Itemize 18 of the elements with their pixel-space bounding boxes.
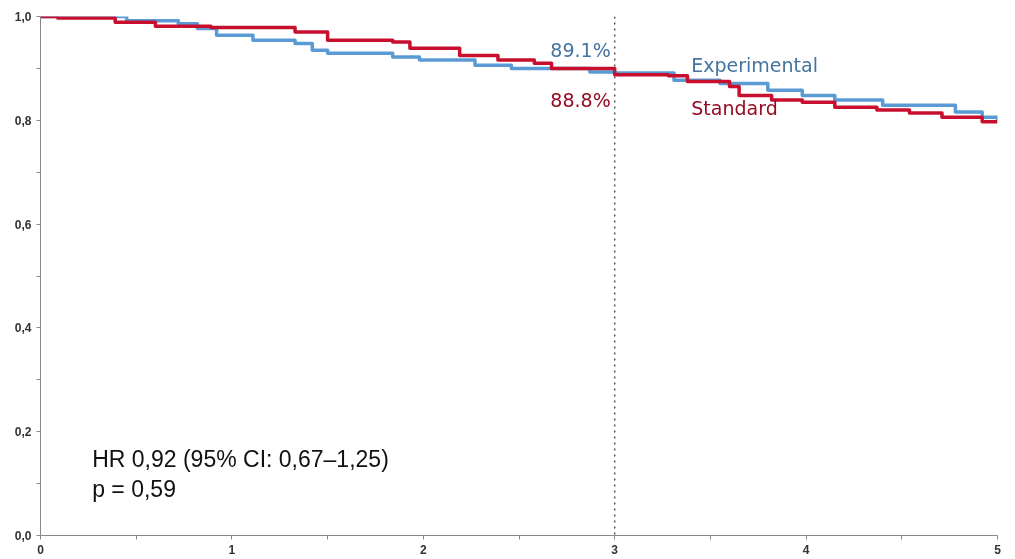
y-tick-label: 1,0: [14, 10, 32, 24]
x-tick-label: 2: [419, 542, 427, 557]
y-tick-label: 0,8: [14, 113, 32, 128]
annotation: 89.1%: [550, 39, 611, 62]
y-tick-label: 0,2: [14, 425, 32, 440]
x-tick-label: 4: [802, 542, 810, 557]
x-tick-label: 0: [37, 542, 45, 557]
x-tick-label: 5: [994, 542, 1002, 557]
x-tick-label: 1: [228, 542, 236, 557]
series-label: Standard: [691, 97, 778, 120]
y-tick-label: 0,6: [14, 217, 32, 232]
y-tick-label: 0,0: [14, 529, 32, 543]
annotation: p = 0,59: [92, 475, 176, 502]
series-label: Experimental: [691, 54, 818, 77]
annotation: 88.8%: [550, 88, 611, 111]
y-tick-label: 0,4: [14, 321, 32, 336]
annotation: HR 0,92 (95% CI: 0,67–1,25): [92, 445, 389, 472]
x-tick-label: 3: [611, 542, 619, 557]
